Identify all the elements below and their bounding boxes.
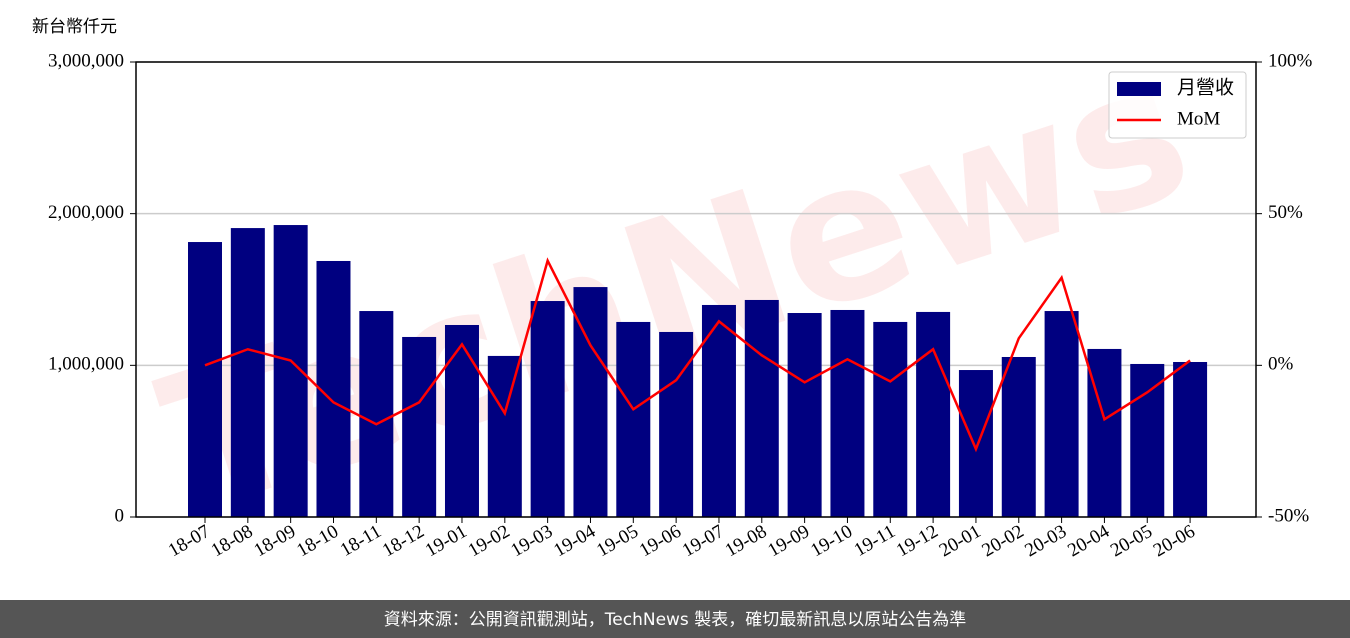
bar: [916, 311, 951, 517]
y2-tick-label: 0%: [1268, 354, 1294, 375]
y-axis-label: 新台幣仟元: [32, 17, 117, 37]
bar: [787, 313, 822, 517]
line: [204, 257, 1191, 453]
x-tick-label: 19-10: [807, 521, 856, 561]
x-tick-label: 18-11: [337, 521, 385, 561]
x-tick-label: 19-09: [764, 521, 813, 561]
bar: [958, 370, 993, 517]
y2-tick-label: -50%: [1268, 505, 1309, 526]
bar: [316, 260, 351, 517]
x-tick-label: 18-10: [293, 521, 342, 561]
x-tick-label: 19-12: [893, 521, 942, 561]
footer-bar: [0, 600, 1350, 638]
x-tick-label: 19-03: [507, 521, 556, 561]
x-tick-label: 19-07: [679, 521, 728, 561]
bar: [359, 311, 394, 517]
x-tick-label: 19-08: [722, 521, 771, 561]
bar: [188, 242, 222, 518]
x-tick-label: 20-03: [1021, 521, 1070, 561]
bar: [1173, 361, 1208, 517]
bar: [701, 304, 736, 517]
y-tick-label: 3,000,000: [48, 50, 124, 71]
x-tick-label: 19-01: [422, 521, 471, 561]
x-tick-label: 20-06: [1150, 521, 1199, 561]
legend-label: MoM: [1177, 108, 1220, 129]
bar: [873, 321, 908, 517]
legend-swatch: [1117, 82, 1161, 96]
x-tick-label: 20-01: [936, 521, 985, 561]
x-tick-label: 20-04: [1064, 521, 1113, 562]
bar: [1087, 348, 1122, 517]
y2-tick-label: 100%: [1268, 50, 1313, 71]
x-tick-label: 18-12: [379, 521, 428, 561]
bar: [444, 324, 479, 517]
bar: [744, 299, 779, 517]
x-tick-label: 19-05: [593, 521, 642, 561]
bar: [1001, 356, 1036, 517]
bar: [1130, 363, 1165, 517]
bar: [487, 355, 522, 517]
footer: 資料來源：公開資訊觀測站，TechNews 製表，確切最新訊息以原站公告為準: [384, 610, 966, 630]
y-tick-label: 1,000,000: [48, 354, 124, 375]
x-tick-label: 19-02: [465, 521, 514, 561]
y2-tick-label: 50%: [1268, 202, 1303, 223]
x-tick-label: 20-05: [1107, 521, 1156, 561]
legend-label: 月營收: [1177, 76, 1234, 98]
bar: [659, 331, 694, 517]
bar: [830, 309, 865, 517]
bar: [230, 228, 265, 517]
bar: [1044, 311, 1079, 517]
x-tick-label: 20-02: [979, 521, 1028, 561]
plot-frame: [135, 61, 1257, 518]
bar: [402, 336, 437, 517]
y-tick-label: 2,000,000: [48, 202, 124, 223]
x-tick-label: 19-06: [636, 521, 685, 561]
x-tick-label: 19-04: [550, 521, 599, 562]
x-tick-label: 19-11: [851, 521, 899, 561]
bar: [530, 301, 565, 517]
bar: [616, 321, 651, 517]
y-tick-label: 0: [115, 505, 125, 526]
